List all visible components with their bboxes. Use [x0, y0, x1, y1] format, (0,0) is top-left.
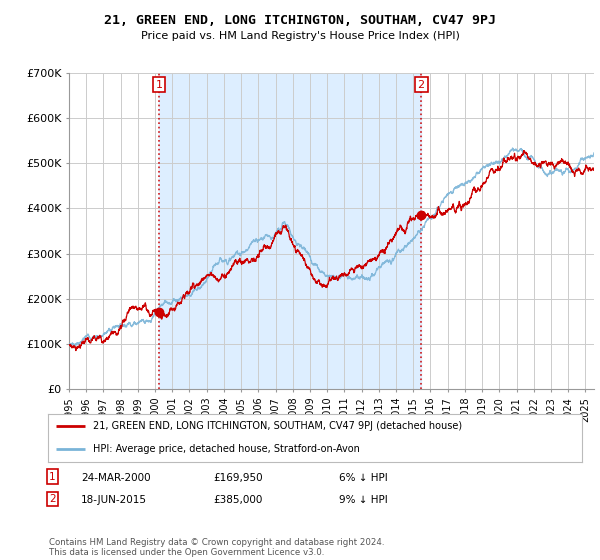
Text: 21, GREEN END, LONG ITCHINGTON, SOUTHAM, CV47 9PJ: 21, GREEN END, LONG ITCHINGTON, SOUTHAM,… [104, 14, 496, 27]
Text: £169,950: £169,950 [213, 473, 263, 483]
Text: Price paid vs. HM Land Registry's House Price Index (HPI): Price paid vs. HM Land Registry's House … [140, 31, 460, 41]
Text: 24-MAR-2000: 24-MAR-2000 [81, 473, 151, 483]
Text: 1: 1 [155, 80, 163, 90]
Text: HPI: Average price, detached house, Stratford-on-Avon: HPI: Average price, detached house, Stra… [94, 444, 360, 454]
Text: Contains HM Land Registry data © Crown copyright and database right 2024.
This d: Contains HM Land Registry data © Crown c… [49, 538, 385, 557]
Text: 2: 2 [418, 80, 425, 90]
Text: £385,000: £385,000 [213, 495, 262, 505]
Text: 2: 2 [49, 494, 56, 504]
Bar [159, 73, 421, 389]
Text: 9% ↓ HPI: 9% ↓ HPI [339, 495, 388, 505]
Text: 1: 1 [49, 472, 56, 482]
Text: 6% ↓ HPI: 6% ↓ HPI [339, 473, 388, 483]
Text: 18-JUN-2015: 18-JUN-2015 [81, 495, 147, 505]
Text: 21, GREEN END, LONG ITCHINGTON, SOUTHAM, CV47 9PJ (detached house): 21, GREEN END, LONG ITCHINGTON, SOUTHAM,… [94, 421, 463, 431]
